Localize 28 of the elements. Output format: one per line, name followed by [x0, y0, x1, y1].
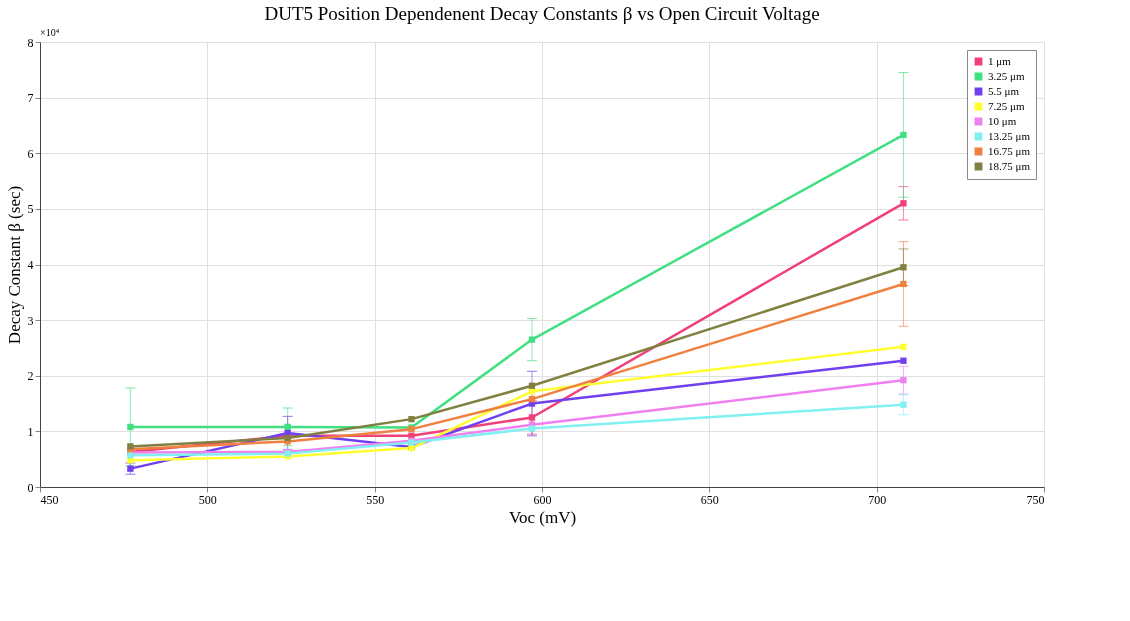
- x-axis-title: Voc (mV): [508, 507, 577, 527]
- legend-label: 3.25 μm: [988, 69, 1025, 82]
- x-tick-label: 600: [533, 492, 552, 507]
- y-tick-label: 6: [27, 146, 34, 161]
- legend-label: 7.25 μm: [988, 99, 1025, 112]
- y-tick-label: 4: [27, 258, 34, 272]
- x-tick-label: 750: [1026, 492, 1045, 507]
- y-tick-label: 8: [27, 35, 34, 50]
- legend-label: 5.5 μm: [988, 84, 1020, 97]
- x-tick-label: 450: [40, 492, 59, 507]
- y-tick-label: 0: [27, 480, 34, 495]
- y-tick-label: 3: [27, 313, 34, 328]
- y-axis-title: Decay Constant β (sec): [4, 185, 24, 345]
- x-tick-label: 500: [198, 492, 217, 507]
- x-tick-label: 700: [868, 492, 887, 507]
- chart-title: DUT5 Position Dependenent Decay Constants β vs Open Circuit Voltage: [264, 3, 820, 24]
- legend-label: 13.25 μm: [988, 129, 1031, 142]
- legend-label: 1 μm: [988, 54, 1012, 67]
- x-tick-label: 650: [700, 492, 719, 507]
- text: ×10⁴: [40, 27, 60, 38]
- legend-label: 16.75 μm: [988, 144, 1031, 157]
- y-tick-label: 2: [27, 369, 34, 384]
- legend-label: 18.75 μm: [988, 159, 1031, 172]
- y-tick-label: 7: [27, 91, 34, 106]
- legend-label: 10 μm: [988, 114, 1017, 127]
- y-tick-label: 1: [27, 424, 34, 439]
- x-tick-label: 550: [366, 492, 385, 507]
- y-tick-label: 5: [27, 202, 34, 217]
